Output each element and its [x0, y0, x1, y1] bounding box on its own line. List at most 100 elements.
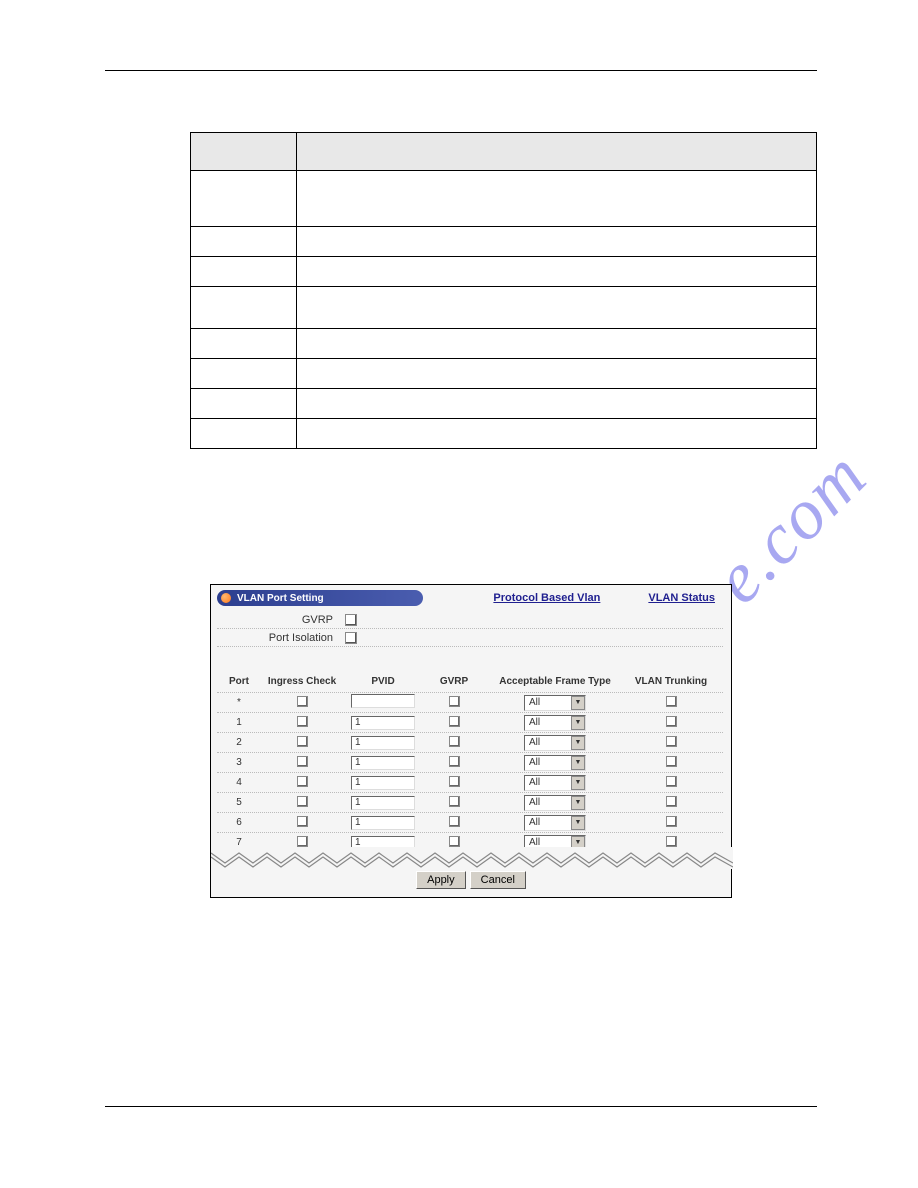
- header-pvid: PVID: [343, 676, 423, 687]
- gvrp-label: GVRP: [217, 614, 345, 626]
- gvrp-row-checkbox[interactable]: [449, 836, 460, 847]
- acceptable-frame-type-select[interactable]: All▼: [524, 735, 586, 751]
- gvrp-checkbox[interactable]: [345, 614, 357, 626]
- port-number: 3: [217, 757, 261, 768]
- header-links: Protocol Based Vlan VLAN Status: [493, 592, 723, 604]
- port-number: 4: [217, 777, 261, 788]
- acceptable-frame-type-select[interactable]: All▼: [524, 815, 586, 831]
- chevron-down-icon: ▼: [571, 756, 585, 770]
- chevron-down-icon: ▼: [571, 736, 585, 750]
- ingress-check-checkbox[interactable]: [297, 836, 308, 847]
- truncation-zigzag: [211, 847, 733, 869]
- cancel-button[interactable]: Cancel: [470, 871, 526, 889]
- chevron-down-icon: ▼: [571, 716, 585, 730]
- gvrp-row-checkbox[interactable]: [449, 816, 460, 827]
- config-table-row: [191, 389, 817, 419]
- port-isolation-checkbox[interactable]: [345, 632, 357, 644]
- protocol-based-vlan-link[interactable]: Protocol Based Vlan: [493, 592, 600, 604]
- vlan-trunking-checkbox[interactable]: [666, 696, 677, 707]
- acceptable-frame-type-select[interactable]: All▼: [524, 795, 586, 811]
- gvrp-row-checkbox[interactable]: [449, 716, 460, 727]
- panel-title-pill: VLAN Port Setting: [217, 590, 423, 606]
- vlan-trunking-checkbox[interactable]: [666, 736, 677, 747]
- ingress-check-checkbox[interactable]: [297, 696, 308, 707]
- config-table-header-row: [191, 133, 817, 171]
- port-number: 1: [217, 717, 261, 728]
- pvid-input[interactable]: 1: [351, 736, 415, 750]
- apply-button[interactable]: Apply: [416, 871, 466, 889]
- port-number: *: [217, 697, 261, 708]
- vlan-trunking-checkbox[interactable]: [666, 796, 677, 807]
- header-ingress: Ingress Check: [261, 676, 343, 687]
- bottom-horizontal-rule: [105, 1106, 817, 1107]
- config-table-row: [191, 329, 817, 359]
- port-isolation-option-row: Port Isolation: [217, 629, 723, 647]
- port-number: 5: [217, 797, 261, 808]
- vlan-port-setting-screenshot: VLAN Port Setting Protocol Based Vlan VL…: [210, 584, 732, 898]
- grid-row: 6 1 All▼: [217, 813, 723, 833]
- gvrp-option-row: GVRP: [217, 611, 723, 629]
- grid-row: 4 1 All▼: [217, 773, 723, 793]
- grid-row: 2 1 All▼: [217, 733, 723, 753]
- gvrp-row-checkbox[interactable]: [449, 796, 460, 807]
- pvid-input[interactable]: 1: [351, 776, 415, 790]
- config-table: [190, 132, 817, 449]
- acceptable-frame-type-select[interactable]: All▼: [524, 755, 586, 771]
- top-horizontal-rule: [105, 70, 817, 71]
- gvrp-row-checkbox[interactable]: [449, 756, 460, 767]
- chevron-down-icon: ▼: [571, 776, 585, 790]
- port-isolation-label: Port Isolation: [217, 632, 345, 644]
- grid-row: 5 1 All▼: [217, 793, 723, 813]
- gvrp-row-checkbox[interactable]: [449, 776, 460, 787]
- config-table-row: [191, 287, 817, 329]
- acceptable-frame-type-select[interactable]: All▼: [524, 695, 586, 711]
- pvid-input[interactable]: 1: [351, 796, 415, 810]
- ingress-check-checkbox[interactable]: [297, 816, 308, 827]
- pvid-input[interactable]: 1: [351, 716, 415, 730]
- config-table-header-2: [297, 133, 817, 171]
- config-table-row: [191, 171, 817, 227]
- vlan-trunking-checkbox[interactable]: [666, 776, 677, 787]
- config-table-row: [191, 359, 817, 389]
- ingress-check-checkbox[interactable]: [297, 756, 308, 767]
- vlan-trunking-checkbox[interactable]: [666, 816, 677, 827]
- vlan-status-link[interactable]: VLAN Status: [648, 592, 715, 604]
- pvid-input[interactable]: 1: [351, 816, 415, 830]
- pill-dot-icon: [221, 593, 231, 603]
- config-table-header-1: [191, 133, 297, 171]
- gvrp-row-checkbox[interactable]: [449, 736, 460, 747]
- ingress-check-checkbox[interactable]: [297, 736, 308, 747]
- config-table-row: [191, 419, 817, 449]
- config-table-row: [191, 257, 817, 287]
- grid-header-row: Port Ingress Check PVID GVRP Acceptable …: [217, 671, 723, 693]
- header-port: Port: [217, 676, 261, 687]
- pvid-input[interactable]: 1: [351, 756, 415, 770]
- header-acceptable-frame-type: Acceptable Frame Type: [485, 676, 625, 687]
- acceptable-frame-type-select[interactable]: All▼: [524, 715, 586, 731]
- chevron-down-icon: ▼: [571, 696, 585, 710]
- vlan-trunking-checkbox[interactable]: [666, 756, 677, 767]
- chevron-down-icon: ▼: [571, 816, 585, 830]
- action-buttons: Apply Cancel: [211, 871, 731, 889]
- pvid-input[interactable]: [351, 694, 415, 708]
- header-gvrp: GVRP: [423, 676, 485, 687]
- ingress-check-checkbox[interactable]: [297, 716, 308, 727]
- gvrp-row-checkbox[interactable]: [449, 696, 460, 707]
- document-page: manualshive.com VLAN Port Setting Protoc…: [0, 0, 918, 1188]
- config-table-row: [191, 227, 817, 257]
- chevron-down-icon: ▼: [571, 796, 585, 810]
- panel-header: VLAN Port Setting Protocol Based Vlan VL…: [217, 589, 723, 607]
- grid-row: * All▼: [217, 693, 723, 713]
- port-settings-grid: Port Ingress Check PVID GVRP Acceptable …: [217, 671, 723, 867]
- ingress-check-checkbox[interactable]: [297, 776, 308, 787]
- port-number: 2: [217, 737, 261, 748]
- grid-row: 3 1 All▼: [217, 753, 723, 773]
- vlan-trunking-checkbox[interactable]: [666, 716, 677, 727]
- panel-title: VLAN Port Setting: [237, 593, 324, 604]
- port-number: 6: [217, 817, 261, 828]
- vlan-trunking-checkbox[interactable]: [666, 836, 677, 847]
- acceptable-frame-type-select[interactable]: All▼: [524, 775, 586, 791]
- ingress-check-checkbox[interactable]: [297, 796, 308, 807]
- grid-row: 1 1 All▼: [217, 713, 723, 733]
- header-vlan-trunking: VLAN Trunking: [625, 676, 717, 687]
